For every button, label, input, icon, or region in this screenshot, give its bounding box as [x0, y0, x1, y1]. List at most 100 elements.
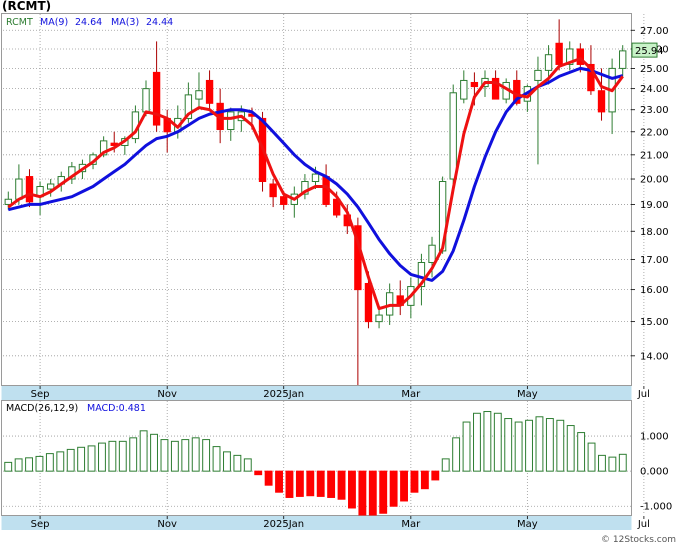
macd-bar-negative: [316, 470, 325, 497]
candle-body: [4, 198, 12, 205]
macd-bars: [4, 411, 627, 516]
candle-body: [576, 48, 585, 65]
macd-bar-positive: [202, 439, 211, 472]
price-y-tick-label: 25.00: [640, 64, 669, 75]
price-x-tick-label: May: [517, 389, 538, 400]
macd-bar-positive: [483, 411, 492, 472]
macd-bar-positive: [118, 440, 127, 472]
macd-bar-positive: [56, 451, 65, 472]
macd-x-tick-label: Sep: [31, 519, 50, 530]
macd-bar-negative: [285, 470, 294, 498]
price-x-tick-label: Sep: [31, 389, 50, 400]
price-y-tick-label: 23.00: [640, 105, 669, 116]
candle-body: [99, 140, 108, 156]
macd-bar-positive: [462, 421, 471, 472]
candle-down: [555, 19, 563, 71]
price-y-tick-label: 21.00: [640, 150, 669, 161]
candle-up: [417, 253, 426, 306]
candle-body: [470, 81, 479, 88]
macd-bar-positive: [441, 458, 450, 472]
macd-bar-positive: [545, 418, 554, 472]
macd-bar-negative: [254, 470, 263, 476]
macd-bar-positive: [4, 461, 13, 472]
candle-down: [25, 169, 34, 208]
candle-down: [205, 70, 214, 110]
ma3-line: [7, 57, 624, 311]
candle-body: [25, 176, 34, 203]
macd-bar-positive: [493, 412, 502, 472]
macd-bar-positive: [108, 440, 117, 472]
candle-body: [555, 42, 563, 65]
macd-bar-positive: [577, 432, 586, 472]
candle-body: [269, 183, 277, 198]
macd-bar-positive: [66, 448, 75, 472]
legend-symbol: RCMT: [6, 17, 33, 28]
last-price-label: 25.94: [631, 42, 664, 58]
candle-body: [534, 69, 542, 81]
candle-body: [205, 79, 214, 104]
macd-bar-positive: [525, 419, 533, 472]
price-y-tick-label: 20.00: [640, 175, 669, 186]
macd-bar-negative: [410, 470, 419, 493]
candle-up: [375, 308, 383, 329]
price-x-axis: Sep Nov 2025Jan Mar May Jul: [31, 386, 650, 400]
macd-bar-positive: [452, 437, 461, 472]
candle-body: [142, 88, 150, 113]
macd-bar-positive: [87, 445, 96, 472]
macd-bar-positive: [618, 453, 627, 472]
candle-down: [269, 179, 277, 208]
price-y-tick-label: 14.00: [640, 351, 669, 362]
candle-up: [619, 45, 627, 77]
candle-up: [301, 174, 309, 200]
macd-bar-positive: [233, 454, 242, 472]
macd-bar-positive: [535, 416, 544, 472]
macd-bar-positive: [212, 446, 221, 472]
macd-bar-positive: [98, 442, 106, 472]
price-y-tick-label: 22.00: [640, 127, 669, 138]
macd-bar-positive: [14, 458, 23, 472]
candle-body: [311, 173, 320, 183]
macd-bar-positive: [150, 433, 158, 472]
macd-y-axis: 1.000 0.000 -1.000: [640, 432, 672, 513]
price-x-axis-band: [1, 386, 632, 400]
candle-down: [597, 68, 606, 121]
price-grid: [3, 14, 645, 385]
candle-body: [566, 48, 574, 65]
candle-up: [449, 84, 457, 185]
macd-bar-positive: [608, 456, 617, 472]
macd-bar-negative: [348, 470, 356, 509]
macd-bar-positive: [77, 446, 86, 472]
macd-bar-negative: [431, 470, 440, 481]
candle-body: [597, 90, 606, 113]
price-y-tick-label: 24.00: [640, 84, 669, 95]
macd-bar-positive: [35, 455, 44, 472]
macd-y-tick-label: 1.000: [640, 432, 669, 443]
candle-body: [449, 92, 457, 180]
candle-body: [184, 94, 193, 119]
macd-bar-positive: [45, 453, 54, 472]
candle-body: [375, 314, 383, 323]
candle-body: [619, 50, 627, 69]
price-y-tick-label: 15.00: [640, 317, 669, 328]
copyright: © 12Stocks.com: [601, 535, 676, 545]
macd-y-tick-label: 0.000: [640, 467, 669, 478]
macd-bar-positive: [514, 421, 523, 472]
price-legend: RCMT MA(9) 24.64 MA(3) 24.44: [6, 17, 173, 28]
macd-bar-positive: [181, 439, 190, 472]
candle-up: [195, 72, 203, 108]
macd-legend-label: MACD(26,12,9): [6, 403, 78, 414]
candle-body: [46, 183, 55, 190]
macd-bar-positive: [139, 430, 148, 472]
candle-body: [460, 79, 468, 100]
macd-bar-positive: [566, 425, 575, 472]
macd-bar-negative: [337, 470, 346, 500]
legend-ma3-value: 24.44: [146, 17, 173, 28]
macd-bar-negative: [379, 470, 388, 514]
macd-x-tick-label: May: [517, 519, 538, 530]
macd-x-tick-label: Mar: [401, 519, 421, 530]
macd-bar-positive: [587, 442, 596, 472]
macd-bar-positive: [243, 458, 252, 472]
macd-bar-positive: [170, 440, 179, 472]
last-price-value: 25.94: [635, 46, 664, 57]
macd-bar-positive: [160, 439, 169, 472]
